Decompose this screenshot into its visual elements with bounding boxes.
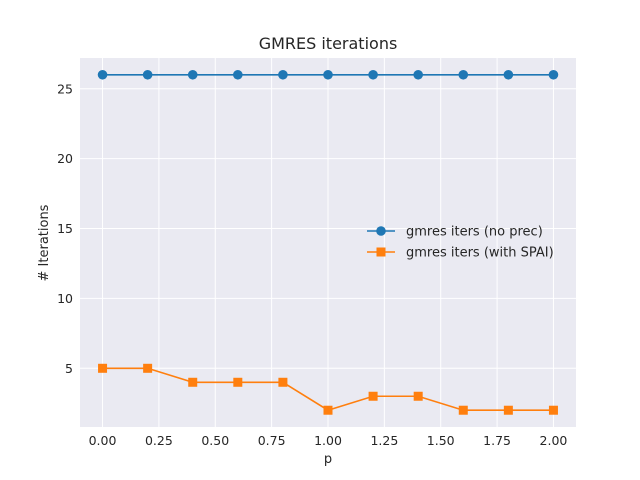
data-point	[233, 69, 243, 80]
x-axis-ticks: 0.00 0.25 0.50 0.75 1.00 1.25 1.50 1.75 2.00	[89, 433, 568, 448]
legend-item-2: gmres iters (with SPAI)	[367, 246, 554, 261]
data-point	[413, 69, 423, 80]
data-point	[503, 405, 513, 415]
data-point	[97, 69, 108, 80]
legend-marker	[376, 247, 386, 257]
data-point	[458, 405, 468, 415]
y-tick-label: 15	[57, 221, 73, 236]
data-point	[503, 69, 514, 80]
data-point	[458, 69, 469, 80]
x-axis-label: p	[324, 452, 332, 467]
x-tick-label: 0.50	[201, 433, 229, 448]
data-point	[278, 69, 288, 80]
x-tick-label: 0.25	[145, 433, 173, 448]
legend: gmres iters (no prec) gmres iters (with S…	[367, 225, 554, 261]
data-point	[278, 377, 288, 387]
x-tick-label: 0.00	[89, 433, 117, 448]
legend-label: gmres iters (with SPAI)	[406, 246, 554, 261]
series-1	[97, 69, 559, 80]
grid-lines	[80, 58, 576, 427]
y-tick-label: 20	[57, 151, 73, 166]
y-axis-label: # Iterations	[37, 204, 52, 281]
data-point	[187, 69, 198, 80]
series-2	[98, 363, 558, 415]
x-tick-label: 2.00	[540, 433, 568, 448]
data-point	[548, 405, 558, 415]
x-tick-label: 1.00	[314, 433, 342, 448]
x-tick-label: 1.25	[370, 433, 398, 448]
y-tick-label: 5	[65, 361, 73, 376]
series-layer	[97, 69, 559, 415]
data-point	[548, 69, 559, 80]
chart-title: GMRES iterations	[259, 34, 398, 53]
data-point	[98, 363, 108, 373]
y-axis-ticks: 5 10 15 20 25	[57, 81, 73, 376]
data-point	[368, 69, 378, 80]
legend-marker	[376, 226, 386, 236]
y-tick-label: 25	[57, 81, 73, 96]
data-point	[368, 391, 378, 401]
data-point	[188, 377, 198, 387]
x-tick-label: 1.50	[427, 433, 455, 448]
data-point	[413, 391, 423, 401]
y-tick-label: 10	[57, 291, 73, 306]
legend-item-1: gmres iters (no prec)	[367, 225, 543, 240]
legend-label: gmres iters (no prec)	[406, 225, 543, 240]
data-point	[143, 363, 153, 373]
data-point	[142, 69, 153, 80]
data-point	[233, 377, 243, 387]
x-tick-label: 1.75	[483, 433, 511, 448]
data-point	[323, 69, 333, 80]
data-point	[323, 405, 333, 415]
x-tick-label: 0.75	[258, 433, 286, 448]
